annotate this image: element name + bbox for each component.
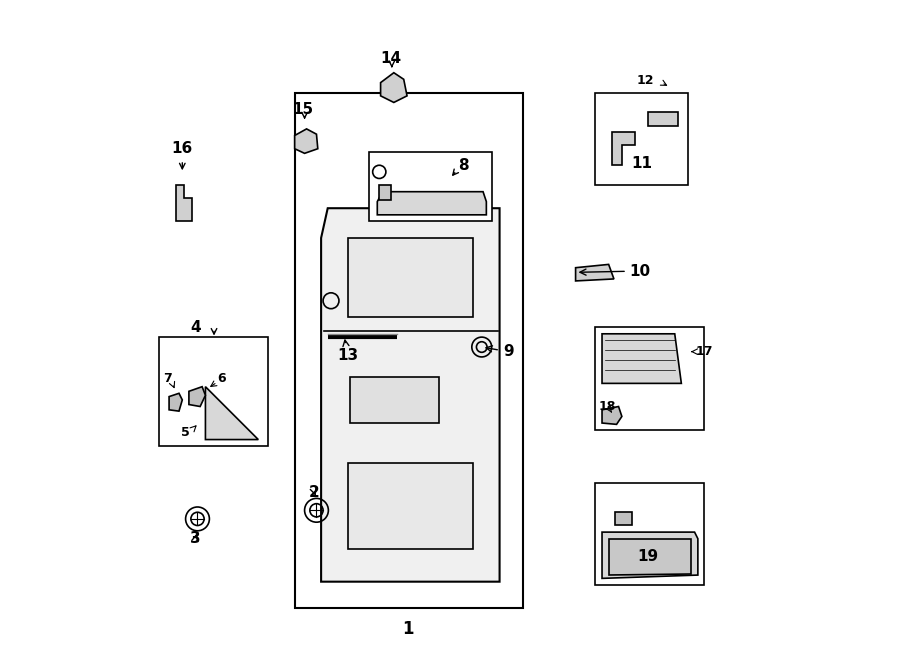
Text: 14: 14 (380, 51, 401, 65)
Polygon shape (616, 512, 632, 525)
Polygon shape (602, 407, 622, 424)
Polygon shape (377, 192, 486, 215)
Bar (596, 93, 688, 185)
Text: 4: 4 (190, 320, 201, 334)
Text: 2: 2 (309, 485, 320, 500)
Polygon shape (602, 334, 681, 383)
Polygon shape (381, 73, 407, 102)
Text: 10: 10 (580, 264, 651, 278)
Polygon shape (379, 185, 391, 200)
Text: 5: 5 (181, 426, 190, 440)
Bar (347, 238, 473, 317)
Bar (294, 93, 523, 608)
Polygon shape (602, 532, 698, 578)
Polygon shape (321, 208, 500, 582)
Polygon shape (608, 539, 691, 575)
Text: 3: 3 (190, 531, 201, 546)
Polygon shape (169, 393, 183, 411)
Text: 15: 15 (292, 102, 314, 116)
Bar (349, 377, 439, 423)
Text: 8: 8 (458, 158, 469, 173)
Polygon shape (612, 132, 635, 165)
Polygon shape (648, 112, 678, 126)
Polygon shape (576, 264, 614, 281)
Polygon shape (189, 387, 205, 407)
Text: 18: 18 (598, 400, 616, 413)
Text: 17: 17 (696, 345, 714, 358)
Text: 9: 9 (486, 344, 514, 359)
Text: 19: 19 (638, 549, 659, 564)
Polygon shape (294, 129, 318, 153)
Polygon shape (205, 387, 258, 440)
Bar (596, 327, 705, 430)
Bar (159, 337, 268, 446)
Bar (369, 152, 491, 221)
Bar (596, 483, 705, 585)
Text: 12: 12 (636, 74, 653, 87)
Text: 13: 13 (337, 340, 358, 363)
Text: 6: 6 (218, 371, 226, 385)
Text: 11: 11 (631, 157, 652, 171)
Text: 16: 16 (172, 141, 193, 156)
Bar (347, 463, 473, 549)
Text: 1: 1 (402, 620, 414, 639)
Text: 7: 7 (164, 371, 172, 385)
Polygon shape (176, 185, 193, 221)
